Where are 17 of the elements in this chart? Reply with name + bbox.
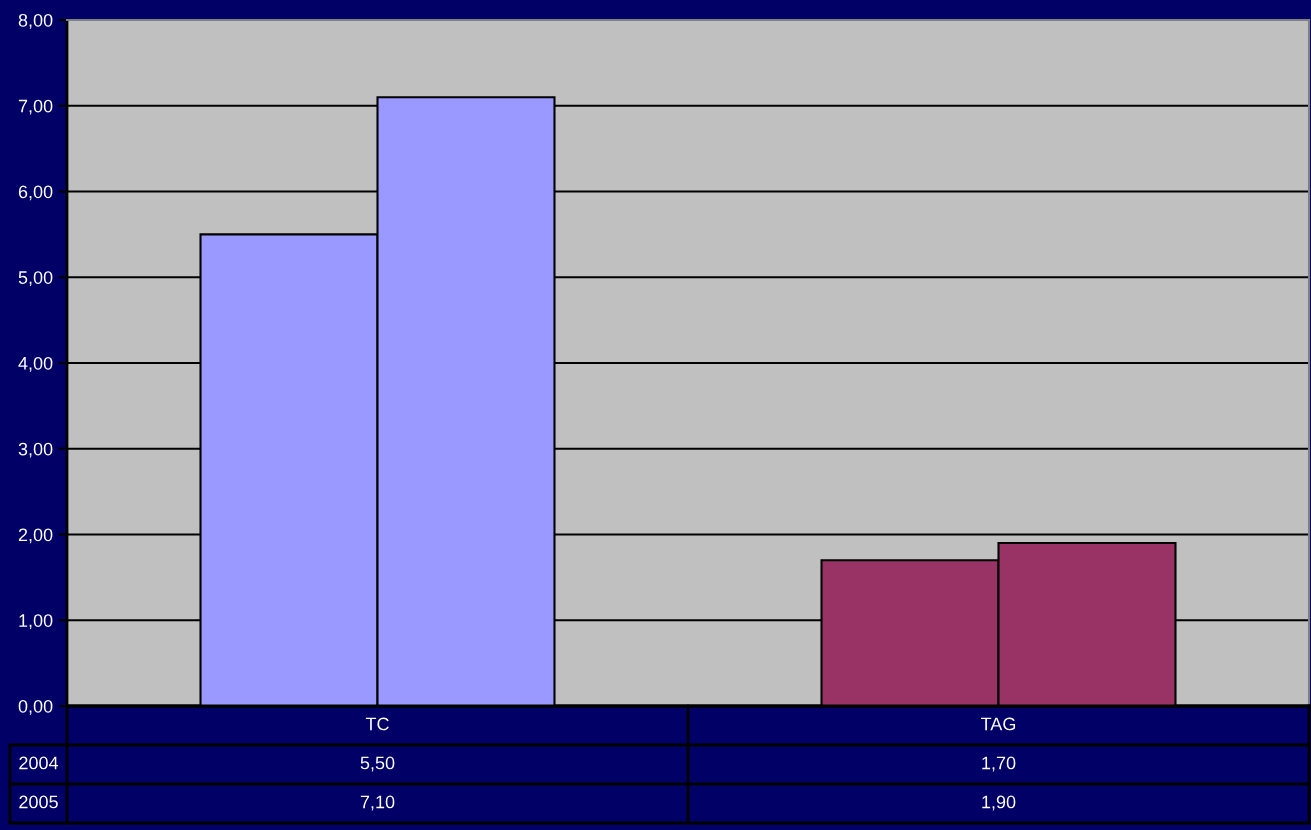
data-label: 1,90	[982, 795, 1016, 811]
x-tick-label: TAG	[981, 717, 1016, 731]
y-tick-label: 2,00	[18, 528, 53, 544]
data-label: 1,70	[982, 756, 1016, 772]
text: 2004	[19, 756, 59, 770]
y-tick-label: 0,00	[18, 699, 53, 715]
y-tick-label: 8,00	[18, 13, 53, 29]
data-label: 7,10	[360, 795, 395, 811]
y-tick-label: 1,00	[19, 614, 53, 630]
y-tick-label: 4,00	[18, 356, 53, 372]
y-tick-label: 6,00	[18, 185, 53, 201]
x-tick-label: TC	[365, 717, 389, 731]
data-label: 5,50	[360, 756, 395, 772]
y-tick-label: 7,00	[18, 99, 53, 115]
text: 2005	[19, 795, 58, 809]
y-tick-label: 5,00	[18, 271, 53, 287]
y-tick-label: 3,00	[18, 442, 53, 458]
